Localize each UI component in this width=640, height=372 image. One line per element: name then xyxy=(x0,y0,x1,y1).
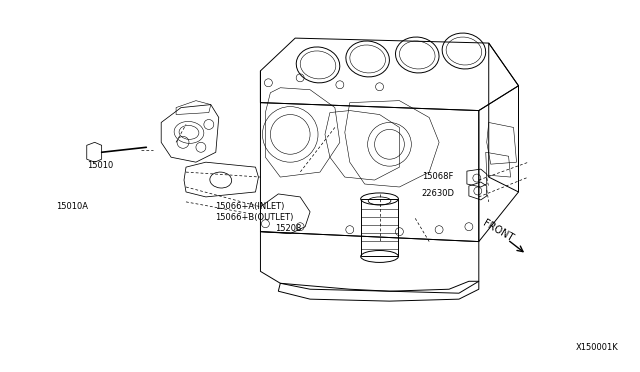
Bar xyxy=(361,199,399,256)
Text: 15010A: 15010A xyxy=(56,202,88,211)
Text: X150001K: X150001K xyxy=(576,343,618,352)
Text: 15010: 15010 xyxy=(87,161,113,170)
Text: 15066+B(OUTLET): 15066+B(OUTLET) xyxy=(215,213,294,222)
Text: 15068F: 15068F xyxy=(422,172,453,181)
Text: 15066+A(INLET): 15066+A(INLET) xyxy=(215,202,285,211)
Text: FRONT: FRONT xyxy=(481,218,515,243)
Text: 22630D: 22630D xyxy=(422,189,454,198)
Text: 15208: 15208 xyxy=(276,224,302,233)
